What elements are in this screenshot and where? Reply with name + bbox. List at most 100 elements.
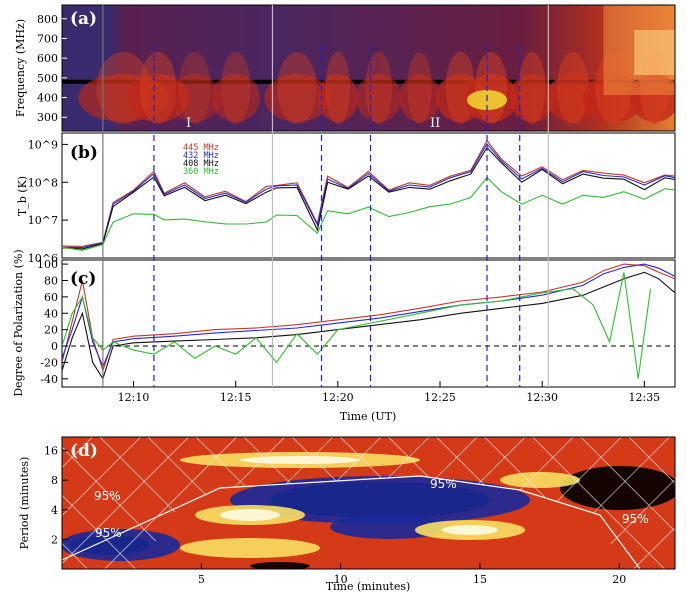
panel-b-legend: 445 MHz 432 MHz 408 MHz 360 MHz: [183, 143, 219, 177]
panel-d-ytick-label: 2: [51, 533, 58, 546]
panel-c-xtick-label: 12:10: [118, 391, 150, 404]
panel-d-label: (d): [70, 441, 98, 461]
legend-entry-360: 360 MHz: [183, 167, 219, 177]
panel-c-xtick-label: 12:30: [526, 391, 558, 404]
panel-d-xlabel: Time (minutes): [326, 580, 411, 593]
region-label-i: I: [186, 116, 191, 131]
series-line-360-mhz: [62, 176, 675, 251]
panel-c-ytick-label: 80: [44, 274, 58, 287]
panel-c-label: (c): [70, 269, 96, 289]
series-line-360-mhz: [62, 272, 652, 379]
wavelet-power-region: [442, 525, 498, 535]
coi-hatch: [62, 437, 675, 569]
emission-patch: [556, 52, 589, 124]
panel-a-y-axis: 300 400 500 600 700 800: [37, 13, 67, 124]
wavelet-power-region: [250, 562, 310, 569]
series-line-432-mhz: [62, 263, 675, 368]
series-line-408-mhz: [62, 146, 675, 250]
panel-b-label: (b): [70, 143, 98, 163]
panel-c-series: [62, 263, 675, 381]
panel-a-spectrogram: 300 400 500 600 700 800 (a) I II Frequency (M…: [14, 4, 676, 132]
wavelet-power-region: [230, 476, 530, 524]
panel-d-xtick-label: 10: [334, 573, 348, 586]
event-markers: [102, 5, 549, 387]
panel-b-y-axis: 10^6 10^7 10^8 10^9: [28, 138, 68, 265]
panel-b-ytick-label: 10^7: [28, 214, 58, 227]
emission-late-core: [634, 30, 675, 75]
legend-entry-432: 432 MHz: [183, 151, 219, 161]
emission-patch: [317, 74, 359, 122]
panel-c-xtick-label: 12:25: [424, 391, 456, 404]
panel-a-ytick-label: 300: [37, 111, 58, 124]
panel-a-ytick-label: 800: [37, 13, 58, 26]
panel-c-xtick-label: 12:35: [628, 391, 660, 404]
panel-d-xtick-label: 5: [198, 573, 205, 586]
series-line-445-mhz: [62, 139, 675, 247]
panel-b-brightness-temperature: 10^6 10^7 10^8 10^9 (b) 445 MHz 432 MHz 408…: [16, 132, 676, 265]
panel-c-polarization: -40 -20 0 20 40 60 80 100 12:10 12:15 12:20 12:25 12…: [12, 249, 676, 423]
panel-c-ytick-label: 0: [51, 340, 58, 353]
panel-b-ytick-label: 10^8: [28, 176, 58, 189]
panel-c-ytick-label: 60: [44, 291, 58, 304]
emission-patch: [127, 74, 189, 122]
legend-entry-445: 445 MHz: [183, 143, 219, 153]
wavelet-power-region: [180, 538, 320, 558]
emission-patch: [139, 52, 177, 124]
panel-a-ytick-label: 400: [37, 92, 58, 105]
panel-d-wavelet: 2 4 8 16 5 10 15 20 (d) 95% 95% 95% 95% Period …: [18, 436, 676, 593]
panel-b-ytick-label: 10^9: [28, 138, 58, 151]
emission-patch: [518, 52, 546, 124]
contour-label-2: 95%: [95, 526, 122, 540]
emission-patch: [356, 74, 402, 122]
wavelet-power-region: [220, 509, 280, 521]
panel-b-ytick-label: 10^6: [28, 252, 58, 265]
emission-patch: [509, 74, 555, 122]
panel-a-ytick-label: 700: [37, 32, 58, 45]
panel-c-ytick-label: -40: [40, 373, 58, 386]
panel-b-ylabel: T_b (K): [16, 176, 29, 216]
panel-c-axes: -40 -20 0 20 40 60 80 100 12:10 12:15 12:20 12:25 12…: [37, 258, 660, 404]
panel-c-ytick-label: 100: [37, 258, 58, 271]
contour-label-4: 95%: [622, 512, 649, 526]
panel-d-ytick-label: 16: [44, 445, 58, 458]
panel-a-frame: [61, 4, 676, 132]
panel-b-series: [62, 139, 675, 251]
panel-c-ylabel: Degree of Polarization (%): [12, 249, 25, 396]
panel-d-xtick-label: 20: [612, 573, 626, 586]
panel-d-ytick-label: 4: [51, 504, 58, 517]
panel-c-xlabel: Time (UT): [340, 410, 396, 423]
contour-label-3: 95%: [430, 477, 457, 491]
panel-c-ytick-label: -20: [40, 356, 58, 369]
panel-d-ylabel: Period (minutes): [18, 457, 31, 550]
emission-patch: [211, 74, 261, 122]
panel-d-ytick-label: 8: [51, 474, 58, 487]
emission-patch: [475, 52, 508, 124]
emission-patch: [546, 74, 600, 122]
panel-c-ytick-label: 20: [44, 324, 58, 337]
panel-d-xtick-label: 15: [473, 573, 487, 586]
emission-patch: [264, 74, 330, 122]
series-line-432-mhz: [62, 142, 675, 249]
emission-patch: [220, 52, 251, 124]
panel-c-ytick-label: 40: [44, 307, 58, 320]
region-label-ii: II: [430, 116, 440, 131]
panel-d-axes: 2 4 8 16 5 10 15 20: [44, 445, 626, 586]
spectrogram-emission: [62, 5, 675, 124]
panel-a-ytick-label: 600: [37, 52, 58, 65]
emission-patch: [277, 52, 317, 124]
emission-patch: [407, 52, 432, 124]
panel-a-ytick-label: 500: [37, 72, 58, 85]
emission-patch: [365, 52, 393, 124]
emission-patch: [325, 52, 351, 124]
coi-boundary: [62, 475, 641, 569]
panel-a-ylabel: Frequency (MHz): [14, 19, 27, 117]
contour-label-1: 95%: [94, 489, 121, 503]
panel-c-xtick-label: 12:15: [220, 391, 252, 404]
emission-patch: [168, 74, 222, 122]
legend-entry-408: 408 MHz: [183, 159, 219, 169]
cone-of-influence: [62, 437, 675, 569]
emission-patch: [178, 52, 211, 124]
panel-a-label: (a): [70, 9, 97, 29]
emission-patch: [399, 74, 441, 122]
